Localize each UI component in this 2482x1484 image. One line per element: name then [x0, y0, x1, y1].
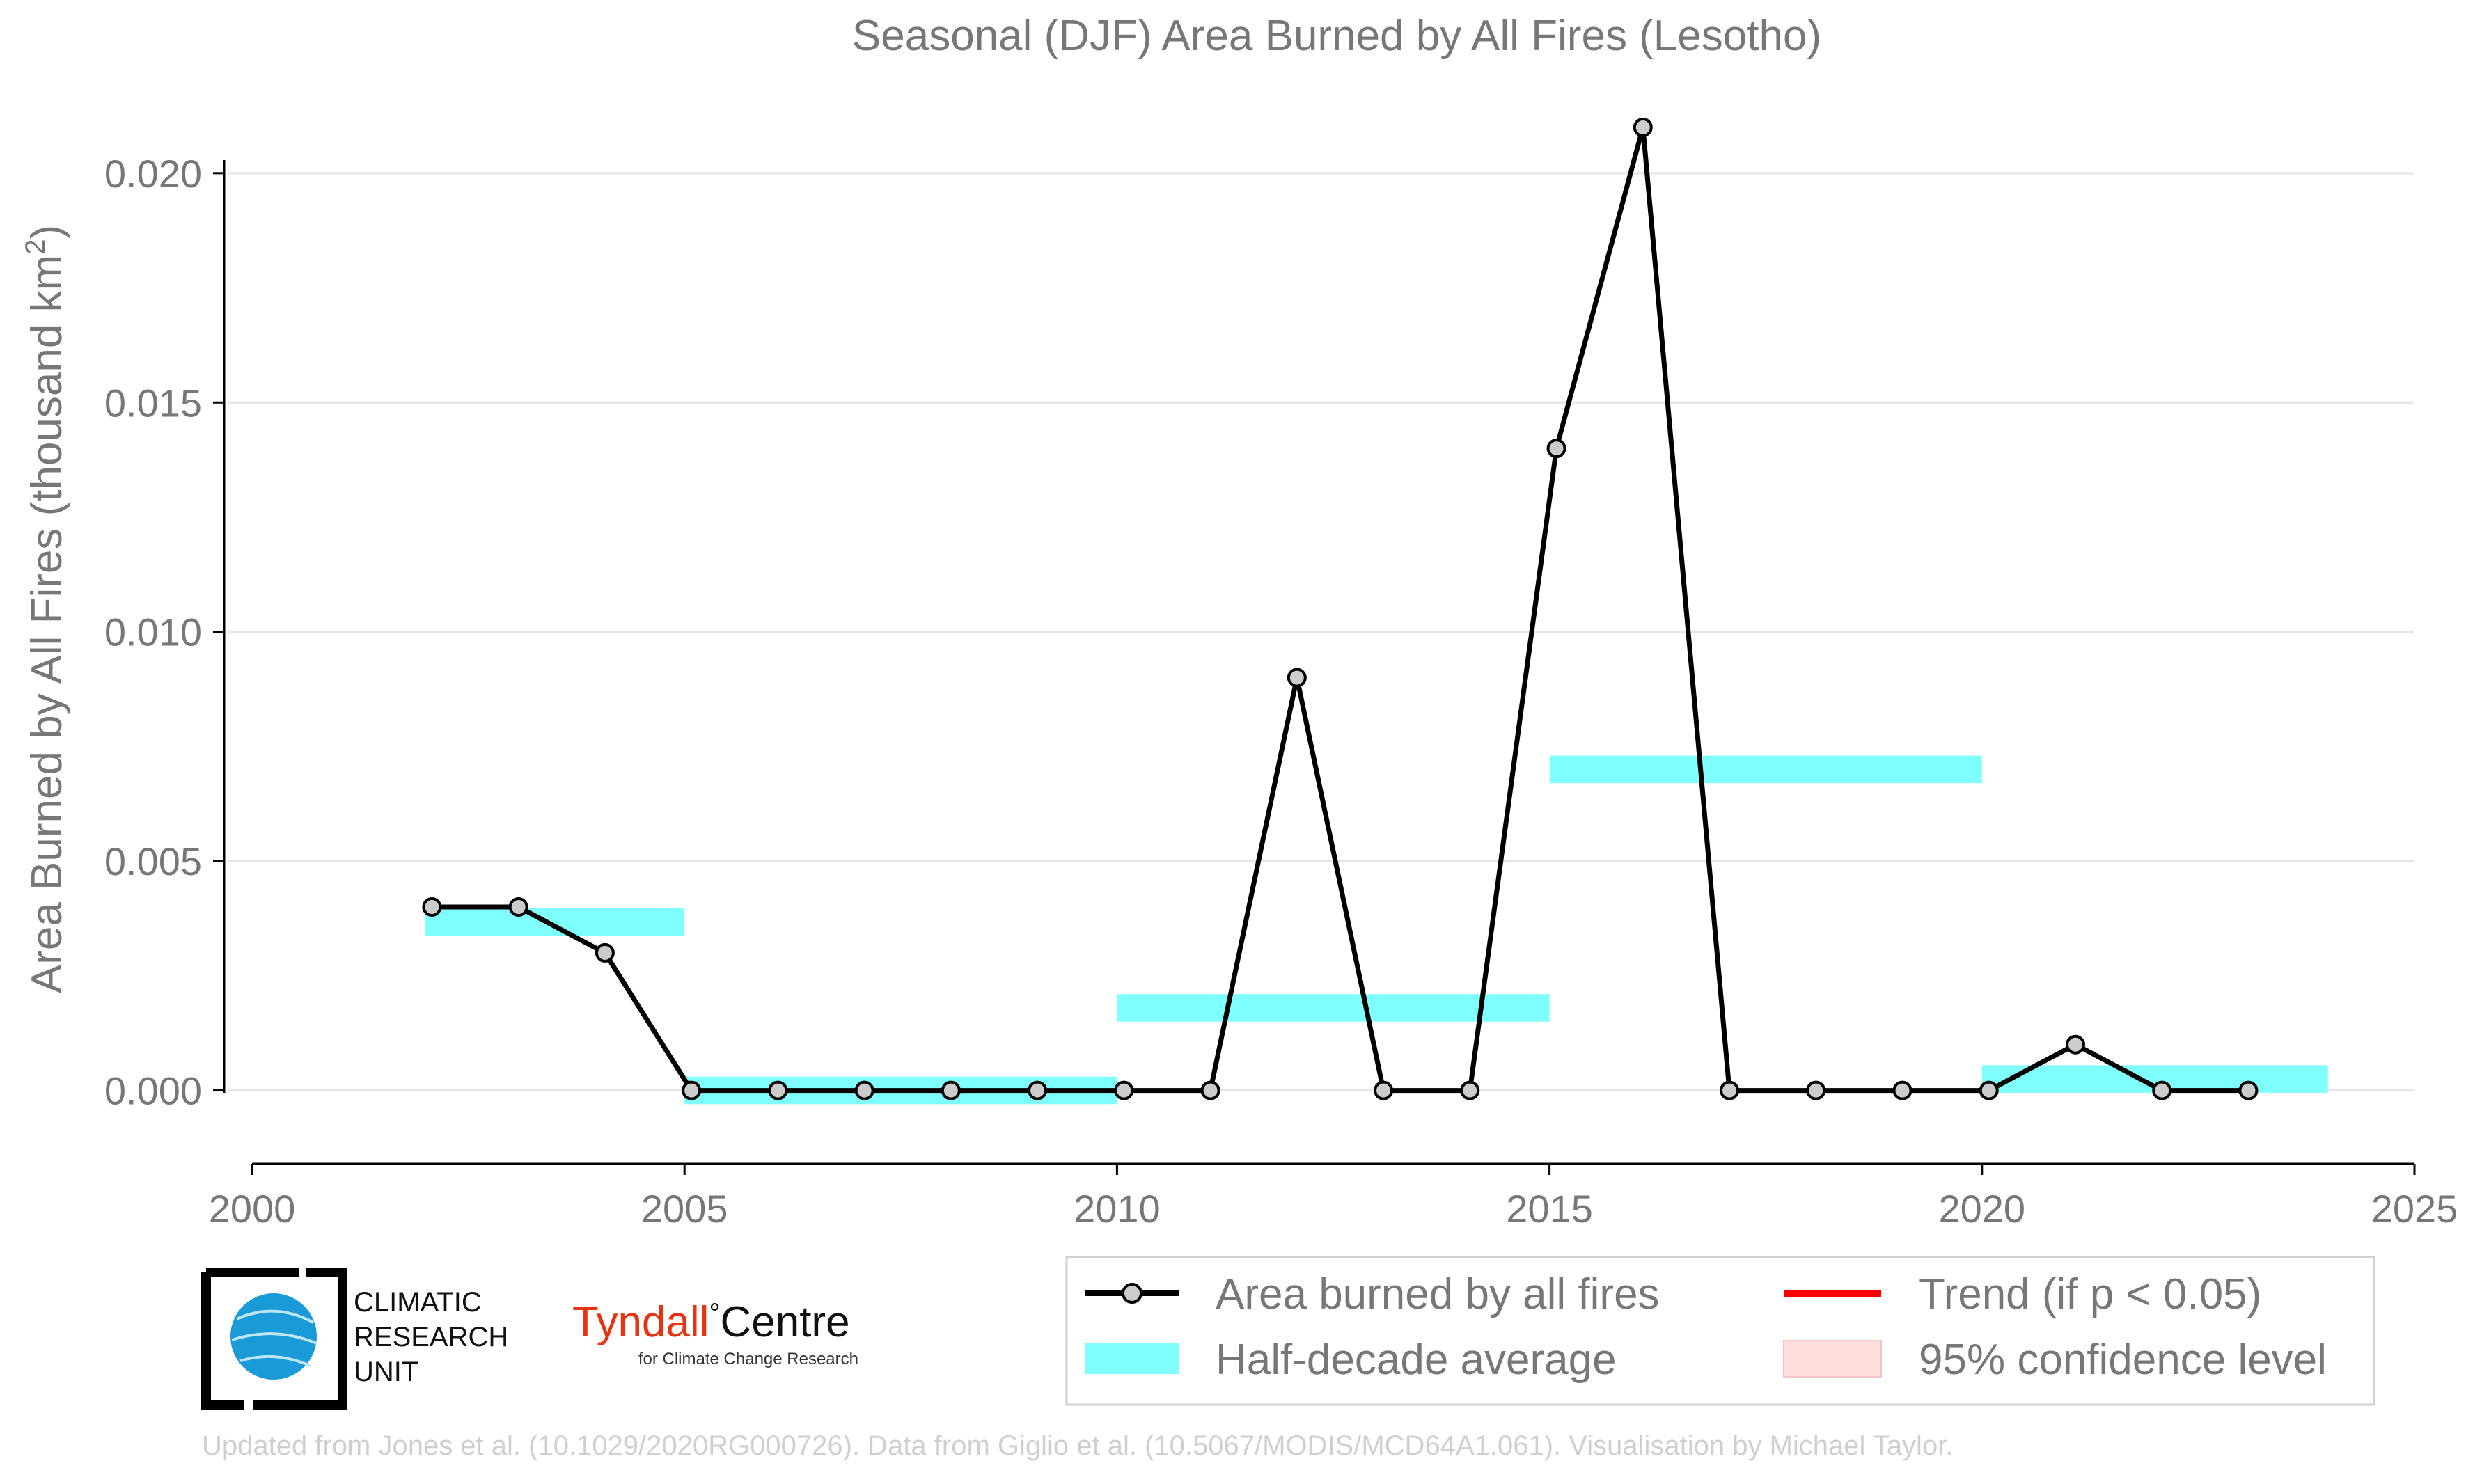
- chart-title: Seasonal (DJF) Area Burned by All Fires …: [852, 12, 1821, 60]
- x-tick-label: 2020: [1939, 1187, 2026, 1231]
- cru-label-line-3: UNIT: [354, 1357, 418, 1387]
- area-burned-point: [595, 942, 615, 963]
- area-burned-point: [508, 897, 528, 917]
- y-axis-label-main: Area Burned by All Fires (thousand km: [23, 255, 71, 993]
- tyndall-centre: Centre: [720, 1298, 849, 1346]
- area-burned-point: [1979, 1080, 1999, 1100]
- legend-label-confidence: 95% confidence level: [1919, 1336, 2327, 1384]
- area-burned-point: [1892, 1080, 1912, 1100]
- x-tick-label: 2005: [641, 1187, 728, 1231]
- area-burned-series: [422, 117, 2259, 1100]
- tick-labels: 0.000 0.005 0.010 0.015 0.020 2000 2005 2010 201…: [104, 152, 2458, 1231]
- y-tick-label: 0.015: [104, 381, 202, 425]
- legend-label-area-burned: Area burned by all fires: [1216, 1270, 1660, 1318]
- area-burned-point: [1114, 1080, 1134, 1100]
- legend-confidence-symbol: [1783, 1340, 1882, 1378]
- cru-logo-frame: [201, 1268, 347, 1410]
- cru-globe-lines-icon: [231, 1309, 317, 1367]
- area-burned-point: [2238, 1080, 2259, 1100]
- y-tick-label: 0.020: [104, 152, 202, 196]
- y-tick-label: 0.005: [104, 839, 202, 883]
- axes: [213, 160, 2416, 1175]
- y-tick-label: 0.000: [104, 1069, 202, 1113]
- y-axis-label-superscript: 2: [20, 239, 51, 255]
- tyndall-wordmark: Tyndall°Centre: [572, 1298, 850, 1346]
- x-tick-label: 2000: [209, 1187, 296, 1231]
- legend-box: [1065, 1256, 2375, 1406]
- area-burned-point: [1200, 1080, 1220, 1100]
- area-burned-point: [1720, 1080, 1740, 1100]
- tyndall-logo: Tyndall°Centre for Climate Change Resear…: [572, 1298, 858, 1368]
- gridlines: [228, 172, 2414, 1092]
- area-burned-point: [1460, 1080, 1480, 1100]
- area-burned-point: [1546, 439, 1566, 459]
- y-tick-label: 0.010: [104, 610, 202, 654]
- half-decade-average-band: [1549, 755, 1982, 784]
- half-decade-average-band: [425, 908, 685, 936]
- legend-label-half-decade: Half-decade average: [1216, 1336, 1617, 1384]
- legend-half-decade-symbol: [1085, 1343, 1179, 1374]
- x-tick-label: 2025: [2371, 1187, 2458, 1231]
- tyndall-subtitle: for Climate Change Research: [638, 1350, 858, 1368]
- area-burned-point: [768, 1080, 788, 1100]
- area-burned-point: [1028, 1080, 1048, 1100]
- area-burned-point: [1374, 1080, 1394, 1100]
- area-burned-line: [432, 125, 2249, 1094]
- tyndall-name: Tyndall: [572, 1298, 709, 1346]
- area-burned-point: [1633, 117, 1653, 137]
- x-tick-label: 2010: [1074, 1187, 1161, 1231]
- y-axis-label-suffix: ): [23, 225, 71, 239]
- tyndall-degree: °: [709, 1298, 720, 1329]
- legend-marker-symbol: [1122, 1283, 1142, 1304]
- cru-label-line-1: CLIMATIC: [354, 1287, 482, 1318]
- x-tick-label: 2015: [1506, 1187, 1593, 1231]
- y-axis-label: Area Burned by All Fires (thousand km2): [20, 225, 71, 993]
- area-burned-point: [422, 897, 442, 917]
- area-burned-point: [941, 1080, 961, 1100]
- cru-label-line-2: RESEARCH: [354, 1322, 508, 1352]
- area-burned-point: [854, 1080, 874, 1100]
- area-burned-point: [2065, 1034, 2085, 1055]
- legend: Area burned by all fires Trend (if p < 0…: [1065, 1256, 2375, 1406]
- area-burned-point: [682, 1080, 702, 1100]
- cru-logo: CLIMATIC RESEARCH UNIT: [201, 1268, 508, 1410]
- area-burned-point: [1287, 668, 1307, 688]
- area-burned-point: [1806, 1080, 1826, 1100]
- credit-line: Updated from Jones et al. (10.1029/2020R…: [202, 1430, 1953, 1461]
- area-burned-point: [2152, 1080, 2172, 1100]
- legend-label-trend: Trend (if p < 0.05): [1919, 1270, 2261, 1318]
